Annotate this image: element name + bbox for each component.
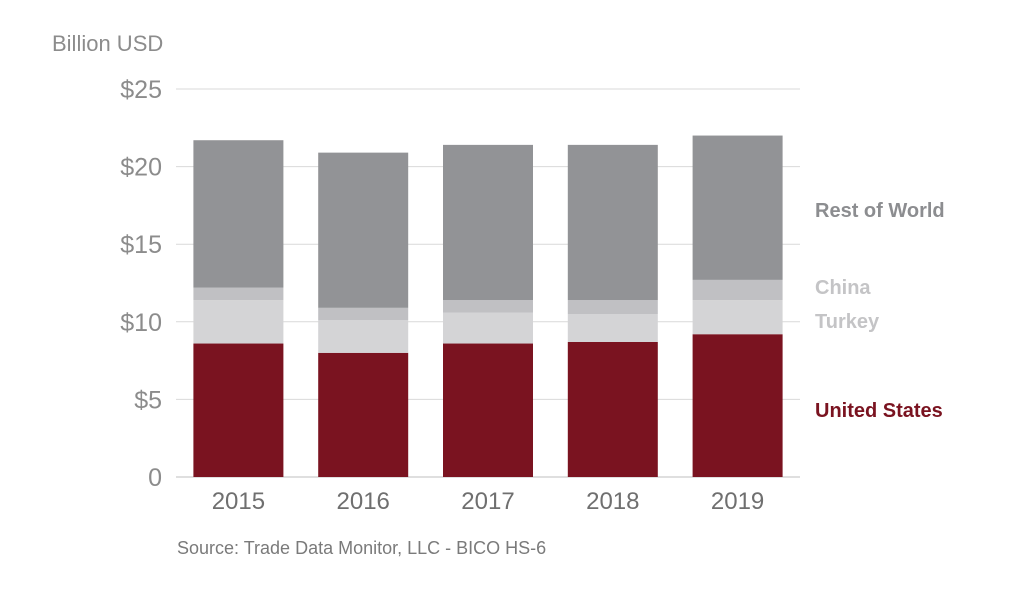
bar-segment-china-2019 (692, 279, 783, 301)
bar-segment-turkey-2017 (443, 312, 533, 344)
y-tick-label: $15 (120, 231, 162, 259)
legend-label-turkey: Turkey (815, 311, 880, 333)
x-tick-label: 2016 (337, 488, 390, 515)
legend-label-united-states: United States (815, 400, 943, 422)
y-tick-label: $20 (120, 154, 162, 182)
bar-segment-rest-of-world-2015 (193, 140, 284, 288)
x-tick-label: 2015 (212, 488, 265, 515)
bar-segment-united-states-2015 (193, 343, 284, 477)
bar-segment-turkey-2016 (318, 320, 409, 353)
source-note: Source: Trade Data Monitor, LLC - BICO H… (177, 538, 546, 558)
bar-segment-turkey-2015 (193, 300, 284, 344)
legend-label-rest-of-world: Rest of World (815, 200, 945, 222)
bar-segment-china-2017 (443, 300, 533, 313)
bar-segment-united-states-2019 (692, 334, 783, 477)
bar-segment-rest-of-world-2016 (318, 152, 409, 308)
legend: United States Turkey China Rest of World (815, 200, 945, 422)
y-tick-label: $25 (120, 76, 162, 104)
y-tick-label: $5 (134, 386, 162, 414)
bar-segment-rest-of-world-2019 (692, 135, 783, 280)
y-tick-label: $10 (120, 309, 162, 337)
x-tick-label: 2018 (586, 488, 639, 515)
bar-segment-rest-of-world-2017 (443, 144, 533, 301)
bar-segment-united-states-2017 (443, 343, 533, 477)
y-axis-ticks: 0 $5 $10 $15 $20 $25 (120, 76, 162, 492)
bar-segment-rest-of-world-2018 (567, 144, 658, 301)
bar-segment-turkey-2018 (567, 314, 658, 342)
y-axis-unit-label: Billion USD (52, 31, 163, 56)
bar-segment-united-states-2018 (567, 341, 658, 477)
y-tick-label: 0 (148, 464, 162, 492)
x-axis-ticks: 2015 2016 2017 2018 2019 (212, 488, 765, 515)
legend-label-china: China (815, 277, 871, 299)
x-tick-label: 2019 (711, 488, 764, 515)
bar-segment-turkey-2019 (692, 300, 783, 335)
bars (193, 135, 783, 477)
bar-segment-china-2018 (567, 300, 658, 315)
bar-segment-china-2015 (193, 287, 284, 301)
x-tick-label: 2017 (461, 488, 514, 515)
bar-segment-united-states-2016 (318, 352, 409, 477)
bar-segment-china-2016 (318, 307, 409, 321)
